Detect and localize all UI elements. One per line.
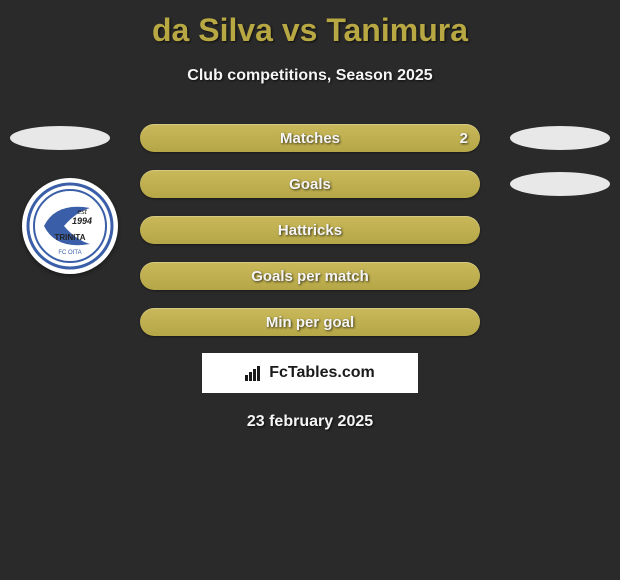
stat-row-goals: Goals <box>0 169 620 199</box>
bar-chart-icon <box>245 365 263 381</box>
player-avatar-right <box>510 126 610 150</box>
stat-value-right: 2 <box>460 130 468 147</box>
page-subtitle: Club competitions, Season 2025 <box>0 67 620 85</box>
stat-bar: Hattricks <box>140 216 480 244</box>
stat-label: Goals per match <box>251 268 369 285</box>
stat-label: Goals <box>289 176 331 193</box>
stat-bar: Goals <box>140 170 480 198</box>
player-avatar-left <box>10 126 110 150</box>
snapshot-date: 23 february 2025 <box>0 413 620 431</box>
stat-row-hattricks: Hattricks <box>0 215 620 245</box>
stat-row-min-per-goal: Min per goal <box>0 307 620 337</box>
stat-row-matches: Matches 2 <box>0 123 620 153</box>
stat-row-goals-per-match: Goals per match <box>0 261 620 291</box>
stat-label: Hattricks <box>278 222 342 239</box>
stat-bar: Matches 2 <box>140 124 480 152</box>
page-title: da Silva vs Tanimura <box>0 0 620 49</box>
stat-bar: Min per goal <box>140 308 480 336</box>
stat-bar: Goals per match <box>140 262 480 290</box>
stats-container: Matches 2 Goals Hattricks Goals per matc… <box>0 123 620 337</box>
brand-label: FcTables.com <box>269 364 375 382</box>
stat-label: Matches <box>280 130 340 147</box>
brand-attribution[interactable]: FcTables.com <box>202 353 418 393</box>
stat-label: Min per goal <box>266 314 354 331</box>
club-badge-right-placeholder <box>510 172 610 196</box>
